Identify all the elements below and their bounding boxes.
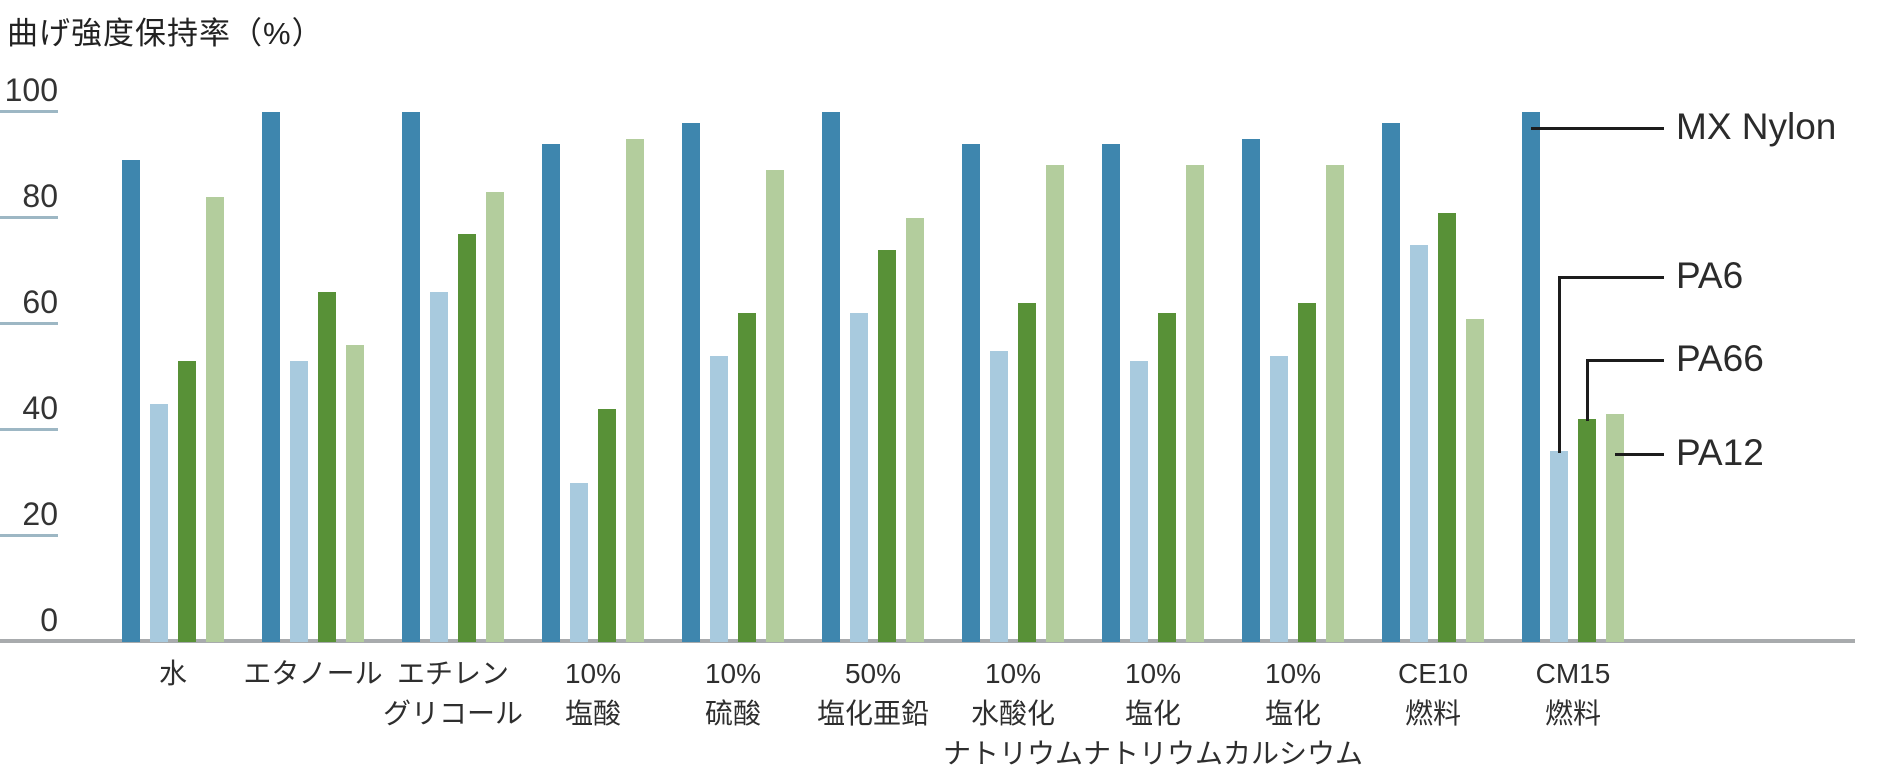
bar-pa6 xyxy=(1410,244,1428,642)
bar-pa66 xyxy=(458,233,476,642)
bar-pa6 xyxy=(430,292,448,642)
bar-pa12 xyxy=(486,191,504,642)
bar-mx-nylon xyxy=(962,143,980,642)
bar-pa12 xyxy=(206,196,224,642)
bar-pa6 xyxy=(850,313,868,642)
category-label: 50% 塩化亜鉛 xyxy=(816,658,929,729)
bar-pa6 xyxy=(1270,355,1288,642)
y-tick-line xyxy=(0,428,58,431)
bar-pa66 xyxy=(318,292,336,642)
bar-pa66 xyxy=(1158,313,1176,642)
bar-mx-nylon xyxy=(402,112,420,642)
legend-leader-line xyxy=(1559,276,1664,279)
y-tick-label: 0 xyxy=(40,602,58,638)
bar-pa12 xyxy=(346,345,364,642)
bar-pa6 xyxy=(1550,451,1568,642)
y-tick-line xyxy=(0,216,58,219)
bar-pa12 xyxy=(1186,165,1204,642)
category-label: CE10 燃料 xyxy=(1397,658,1469,729)
bar-pa12 xyxy=(626,138,644,642)
category-label: エチレン グリコール xyxy=(382,658,523,729)
y-tick-label: 20 xyxy=(22,496,58,532)
legend-label: MX Nylon xyxy=(1676,106,1837,147)
y-tick-line xyxy=(0,322,58,325)
category-label: 10% 塩酸 xyxy=(564,658,622,729)
bar-pa6 xyxy=(150,403,168,642)
bar-pa66 xyxy=(1578,419,1596,642)
bar-mx-nylon xyxy=(1102,143,1120,642)
bar-pa12 xyxy=(1606,414,1624,642)
legend-leader-elbow xyxy=(1558,276,1561,454)
y-tick-line xyxy=(0,534,58,537)
bar-pa6 xyxy=(290,361,308,642)
category-label: 10% 塩化 ナトリウム xyxy=(1082,658,1223,769)
bar-pa6 xyxy=(570,483,588,642)
bar-mx-nylon xyxy=(122,159,140,642)
y-tick-label: 80 xyxy=(22,178,58,214)
category-label: 10% 水酸化 ナトリウム xyxy=(942,658,1083,769)
bar-mx-nylon xyxy=(1522,112,1540,642)
legend-label: PA6 xyxy=(1676,255,1744,296)
legend-leader-line xyxy=(1587,359,1664,362)
y-tick-label: 100 xyxy=(4,72,58,108)
chart-title: 曲げ強度保持率（%） xyxy=(7,16,324,51)
bar-pa12 xyxy=(1466,318,1484,642)
bar-pa6 xyxy=(710,355,728,642)
category-label: CM15 燃料 xyxy=(1535,658,1611,729)
bar-pa66 xyxy=(738,313,756,642)
x-axis-line xyxy=(0,639,1855,643)
y-tick-line xyxy=(0,110,58,113)
category-label: 10% 硫酸 xyxy=(704,658,762,729)
bar-pa66 xyxy=(1298,302,1316,642)
bar-pa66 xyxy=(598,408,616,642)
bar-pa12 xyxy=(1326,165,1344,642)
legend-label: PA12 xyxy=(1676,432,1764,473)
category-label: エタノール xyxy=(243,658,383,689)
bar-pa66 xyxy=(1438,212,1456,642)
bar-pa66 xyxy=(178,361,196,642)
bar-mx-nylon xyxy=(262,112,280,642)
bar-pa6 xyxy=(1130,361,1148,642)
bar-pa12 xyxy=(766,170,784,642)
bar-mx-nylon xyxy=(1382,122,1400,642)
bar-mx-nylon xyxy=(542,143,560,642)
bar-mx-nylon xyxy=(822,112,840,642)
category-label: 水 xyxy=(158,658,187,689)
bar-pa66 xyxy=(878,249,896,642)
bar-pa66 xyxy=(1018,302,1036,642)
legend-leader-elbow xyxy=(1586,359,1589,422)
y-tick-label: 40 xyxy=(22,390,58,426)
bar-pa6 xyxy=(990,350,1008,642)
legend-leader-line xyxy=(1615,453,1664,456)
bar-pa12 xyxy=(1046,165,1064,642)
bar-pa12 xyxy=(906,218,924,642)
bar-mx-nylon xyxy=(682,122,700,642)
legend-label: PA66 xyxy=(1676,338,1764,379)
legend-leader-line xyxy=(1531,127,1664,130)
bar-mx-nylon xyxy=(1242,138,1260,642)
y-tick-label: 60 xyxy=(22,284,58,320)
category-label: 10% 塩化 カルシウム xyxy=(1222,658,1363,769)
